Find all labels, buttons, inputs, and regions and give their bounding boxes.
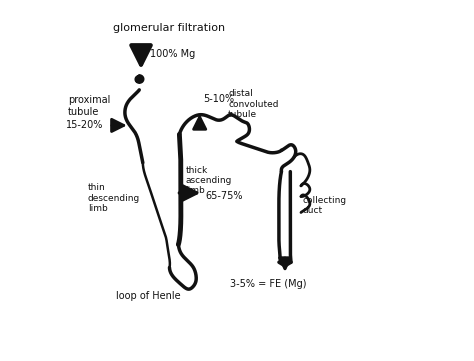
Text: 65-75%: 65-75% [205, 191, 243, 201]
Text: 100% Mg: 100% Mg [150, 49, 195, 59]
Text: collecting
duct: collecting duct [303, 196, 347, 215]
Text: proximal
tubule: proximal tubule [68, 95, 110, 117]
Text: 3-5% = FE (Mg): 3-5% = FE (Mg) [230, 279, 306, 288]
Text: loop of Henle: loop of Henle [116, 291, 181, 301]
Text: 15-20%: 15-20% [66, 121, 104, 130]
Text: thin
descending
limb: thin descending limb [88, 183, 140, 213]
Text: thick
ascending
limb: thick ascending limb [185, 166, 232, 195]
Text: distal
convoluted
tubule: distal convoluted tubule [228, 89, 279, 119]
Text: 5-10%: 5-10% [203, 94, 234, 104]
Text: glomerular filtration: glomerular filtration [113, 23, 225, 32]
